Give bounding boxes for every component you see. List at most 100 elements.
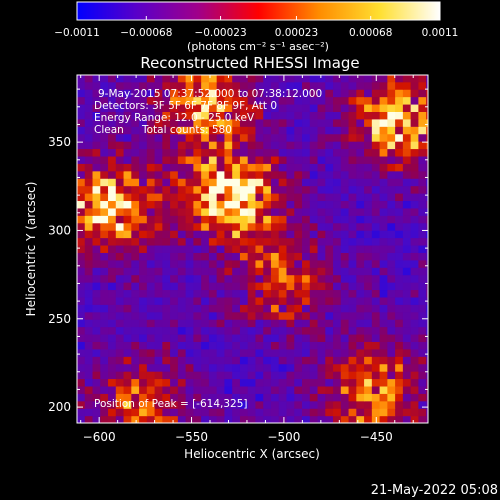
- heatmap-cell: [92, 244, 101, 253]
- heatmap-cell: [123, 289, 132, 298]
- heatmap-cell: [177, 185, 187, 194]
- heatmap-cell: [402, 103, 412, 112]
- heatmap-cell: [177, 363, 187, 372]
- heatmap-cell: [356, 222, 365, 231]
- heatmap-cell: [84, 193, 94, 202]
- heatmap-cell: [402, 170, 412, 179]
- heatmap-cell: [317, 282, 326, 291]
- heatmap-cell: [115, 207, 125, 216]
- heatmap-cell: [100, 215, 109, 224]
- heatmap-cell: [309, 296, 319, 305]
- heatmap-cell: [224, 207, 233, 216]
- heatmap-cell: [379, 267, 388, 276]
- heatmap-cell: [317, 385, 326, 394]
- heatmap-cell: [146, 371, 156, 380]
- heatmap-cell: [309, 341, 319, 350]
- heatmap-cell: [371, 289, 381, 298]
- heatmap-cell: [364, 200, 373, 209]
- heatmap-cell: [208, 178, 218, 187]
- heatmap-cell: [139, 319, 148, 328]
- heatmap-cell: [77, 296, 86, 305]
- heatmap-cell: [208, 103, 218, 112]
- heatmap-cell: [247, 96, 257, 105]
- heatmap-cell: [340, 415, 350, 423]
- heatmap-cell: [302, 170, 311, 179]
- heatmap-cell: [232, 348, 241, 357]
- heatmap-cell: [333, 148, 342, 157]
- heatmap-cell: [325, 326, 334, 335]
- heatmap-cell: [356, 75, 365, 83]
- heatmap-cell: [193, 170, 202, 179]
- heatmap-cell: [270, 267, 280, 276]
- heatmap-cell: [418, 252, 427, 261]
- heatmap-cell: [333, 155, 342, 164]
- heatmap-cell: [356, 178, 365, 187]
- heatmap-cell: [379, 89, 388, 98]
- heatmap-cell: [387, 237, 396, 246]
- heatmap-cell: [131, 304, 140, 313]
- heatmap-cell: [356, 237, 365, 246]
- heatmap-cell: [108, 393, 117, 402]
- heatmap-cell: [100, 170, 109, 179]
- heatmap-cell: [426, 408, 428, 417]
- heatmap-cell: [426, 170, 428, 179]
- heatmap-cell: [317, 356, 326, 365]
- heatmap-cell: [356, 141, 365, 150]
- heatmap-cell: [108, 385, 117, 394]
- heatmap-cell: [371, 126, 381, 135]
- heatmap-cell: [379, 96, 388, 105]
- heatmap-cell: [131, 230, 140, 239]
- heatmap-cell: [364, 385, 373, 394]
- heatmap-cell: [208, 230, 218, 239]
- heatmap-cell: [177, 259, 187, 268]
- heatmap-cell: [325, 319, 334, 328]
- heatmap-cell: [263, 385, 272, 394]
- heatmap-cell: [325, 193, 334, 202]
- heatmap-cell: [77, 200, 86, 209]
- heatmap-cell: [100, 163, 109, 172]
- heatmap-cell: [263, 267, 272, 276]
- heatmap-cell: [224, 363, 233, 372]
- heatmap-cell: [356, 252, 365, 261]
- heatmap-cell: [418, 118, 427, 127]
- heatmap-cell: [333, 259, 342, 268]
- heatmap-cell: [286, 193, 295, 202]
- heatmap-cell: [84, 385, 94, 394]
- heatmap-cell: [340, 282, 350, 291]
- heatmap-cell: [154, 75, 163, 83]
- heatmap-cell: [123, 133, 132, 142]
- heatmap-cell: [201, 133, 210, 142]
- heatmap-cell: [232, 96, 241, 105]
- heatmap-cell: [364, 207, 373, 216]
- heatmap-cell: [216, 75, 226, 83]
- heatmap-cell: [185, 111, 194, 120]
- heatmap-cell: [123, 237, 132, 246]
- heatmap-cell: [115, 193, 125, 202]
- heatmap-cell: [418, 341, 427, 350]
- heatmap-cell: [162, 311, 171, 320]
- heatmap-cell: [317, 252, 326, 261]
- heatmap-cell: [356, 244, 365, 253]
- heatmap-cell: [146, 89, 156, 98]
- heatmap-cell: [247, 400, 257, 409]
- heatmap-cell: [255, 237, 264, 246]
- heatmap-cell: [278, 408, 288, 417]
- heatmap-cell: [239, 385, 249, 394]
- heatmap-cell: [325, 415, 334, 423]
- heatmap-cell: [232, 408, 241, 417]
- heatmap-cell: [294, 393, 303, 402]
- heatmap-cell: [208, 75, 218, 83]
- heatmap-cell: [371, 348, 381, 357]
- heatmap-cell: [77, 222, 86, 231]
- heatmap-cell: [208, 89, 218, 98]
- heatmap-cell: [92, 259, 101, 268]
- heatmap-cell: [170, 415, 179, 423]
- heatmap-cell: [232, 371, 241, 380]
- heatmap-cell: [216, 311, 226, 320]
- heatmap-cell: [185, 311, 194, 320]
- heatmap-cell: [177, 155, 187, 164]
- heatmap-cell: [371, 333, 381, 342]
- heatmap-cell: [154, 215, 163, 224]
- heatmap-cell: [270, 111, 280, 120]
- heatmap-cell: [395, 230, 404, 239]
